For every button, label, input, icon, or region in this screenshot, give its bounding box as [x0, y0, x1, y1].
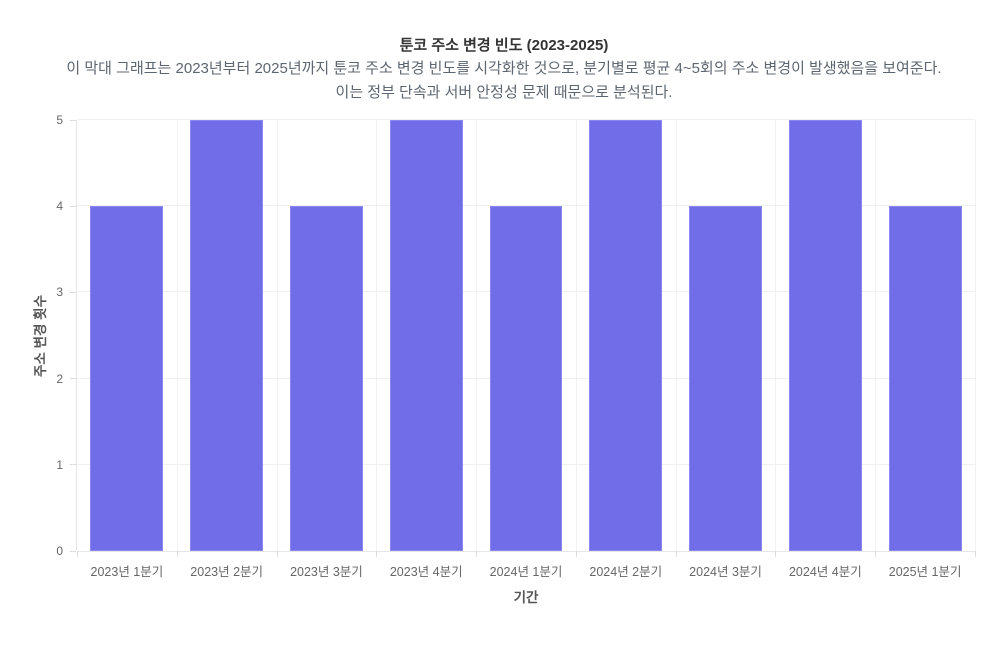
x-tick-mark [77, 551, 78, 557]
y-tick-mark [70, 378, 76, 380]
x-tick-label: 2024년 2분기 [589, 565, 663, 579]
bar[interactable] [90, 206, 164, 551]
gridline [77, 205, 975, 207]
gridline [975, 120, 976, 551]
y-tick-label: 0 [56, 544, 63, 558]
x-tick-label: 2024년 3분기 [689, 565, 762, 579]
x-tick-label: 2023년 1분기 [90, 565, 164, 579]
y-axis-line [76, 120, 77, 551]
plot-area [76, 119, 976, 552]
y-axis: 0 1 2 3 4 5 [0, 113, 77, 558]
x-tick-mark [376, 551, 378, 557]
x-tick-label: 2023년 2분기 [190, 565, 264, 579]
gridline [376, 120, 378, 551]
x-tick-label: 2024년 4분기 [788, 565, 862, 579]
chart-title: 툰코 주소 변경 빈도 (2023-2025) [399, 37, 609, 54]
x-tick-mark [276, 551, 278, 557]
chart-subtitle-line-2: 이는 정부 단속과 서버 안정성 문제 때문으로 분석된다. [335, 84, 673, 101]
gridline [775, 120, 777, 551]
x-tick-mark [875, 551, 877, 557]
gridline [476, 120, 478, 551]
bar[interactable] [888, 206, 962, 551]
x-tick-mark [176, 551, 178, 557]
chart-subtitle-line-1: 이 막대 그래프는 2023년부터 2025년까지 툰코 주소 변경 빈도를 시… [66, 60, 942, 77]
y-tick-mark [70, 119, 76, 121]
bar[interactable] [489, 206, 563, 551]
x-axis: 2023년 1분기 2023년 2분기 2023년 3분기 2023년 4분기 2024… [77, 551, 976, 581]
gridline [675, 120, 677, 551]
gridline [276, 120, 278, 551]
y-tick-label: 2 [56, 371, 63, 386]
y-tick-mark [70, 291, 76, 293]
chart-subtitle: 이 막대 그래프는 2023년부터 2025년까지 툰코 주소 변경 빈도를 시… [0, 57, 1008, 105]
y-tick-mark [70, 550, 76, 552]
bar[interactable] [589, 120, 663, 551]
x-tick-mark [675, 551, 677, 557]
bar[interactable] [389, 120, 463, 551]
y-axis-title: 주소 변경 횟수 [33, 294, 48, 378]
y-tick-label: 1 [56, 457, 63, 472]
bar[interactable] [788, 120, 862, 551]
bar[interactable] [689, 206, 762, 551]
x-tick-label: 2023년 4분기 [389, 565, 463, 579]
y-tick-mark [70, 464, 76, 466]
x-tick-mark [975, 551, 976, 557]
gridline [176, 120, 178, 551]
x-tick-mark [575, 551, 577, 557]
x-tick-label: 2023년 3분기 [290, 565, 363, 579]
x-tick-label: 2024년 1분기 [489, 565, 563, 579]
y-tick-label: 3 [56, 285, 63, 300]
gridline [875, 120, 877, 551]
gridline [575, 120, 577, 551]
y-tick-label: 5 [56, 113, 63, 127]
x-axis-title: 기간 [513, 590, 539, 605]
x-axis-line [77, 551, 975, 552]
gridline [77, 119, 975, 120]
y-tick-label: 4 [56, 199, 63, 214]
x-tick-mark [476, 551, 478, 557]
x-tick-mark [775, 551, 777, 557]
y-tick-mark [70, 205, 76, 207]
bar[interactable] [290, 206, 363, 551]
x-tick-label: 2025년 1분기 [888, 565, 962, 579]
bar[interactable] [190, 120, 264, 551]
